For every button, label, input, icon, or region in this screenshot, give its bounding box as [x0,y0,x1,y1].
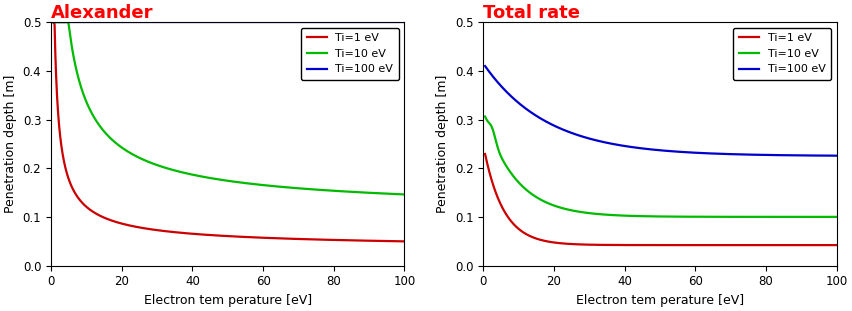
Ti=10 eV [400,193,410,196]
Ti=100 eV [83,20,94,24]
Line: Ti=10 eV: Ti=10 eV [53,22,405,194]
Ti=100 eV [328,20,338,24]
Ti=100 eV [190,20,200,24]
Ti=10 eV [832,215,842,219]
Ti=100 eV [754,153,764,157]
Ti=1 eV [328,238,338,242]
Legend: Ti=1 eV, Ti=10 eV, Ti=100 eV: Ti=1 eV, Ti=10 eV, Ti=100 eV [301,28,399,80]
X-axis label: Electron tem perature [eV]: Electron tem perature [eV] [144,294,312,307]
Ti=1 eV [289,237,299,241]
Ti=1 eV [832,243,842,247]
Ti=100 eV [832,154,842,158]
Ti=100 eV [622,145,632,148]
Ti=100 eV [289,20,299,24]
Ti=100 eV [203,20,213,24]
Ti=10 eV [754,215,764,219]
Line: Ti=10 eV: Ti=10 eV [485,117,837,217]
Y-axis label: Penetration depth [m]: Penetration depth [m] [4,75,17,213]
Y-axis label: Penetration depth [m]: Penetration depth [m] [436,75,449,213]
Ti=10 eV [289,186,299,190]
Text: Alexander: Alexander [51,4,153,22]
Ti=10 eV [622,214,632,218]
Ti=10 eV [328,189,338,193]
Ti=10 eV [761,215,771,219]
Ti=1 eV [722,243,732,247]
Legend: Ti=1 eV, Ti=10 eV, Ti=100 eV: Ti=1 eV, Ti=10 eV, Ti=100 eV [734,28,832,80]
Line: Ti=100 eV: Ti=100 eV [485,66,837,156]
Ti=10 eV [515,183,526,187]
Ti=1 eV [190,232,200,236]
Ti=100 eV [722,152,732,156]
Ti=1 eV [400,239,410,243]
Ti=1 eV [203,233,213,237]
Ti=100 eV [400,20,410,24]
Ti=1 eV [515,229,526,233]
Ti=100 eV [761,153,771,157]
Ti=10 eV [190,173,200,177]
Ti=1 eV [622,243,632,247]
Ti=100 eV [322,20,332,24]
Line: Ti=1 eV: Ti=1 eV [485,154,837,245]
Ti=1 eV [83,207,94,211]
Ti=10 eV [635,214,645,218]
Text: Total rate: Total rate [483,4,580,22]
Line: Ti=1 eV: Ti=1 eV [53,22,405,241]
Ti=10 eV [83,105,94,109]
Ti=100 eV [515,103,526,107]
Ti=1 eV [754,243,764,247]
Ti=100 eV [48,20,58,24]
Ti=10 eV [480,115,490,118]
Ti=10 eV [203,176,213,179]
Ti=1 eV [322,238,332,242]
Ti=10 eV [322,188,332,192]
X-axis label: Electron tem perature [eV]: Electron tem perature [eV] [576,294,744,307]
Ti=1 eV [48,20,58,24]
Ti=10 eV [722,215,732,219]
Ti=1 eV [635,243,645,247]
Ti=1 eV [480,152,490,156]
Ti=1 eV [761,243,771,247]
Ti=100 eV [635,146,645,150]
Ti=100 eV [480,64,490,68]
Ti=10 eV [48,20,58,24]
